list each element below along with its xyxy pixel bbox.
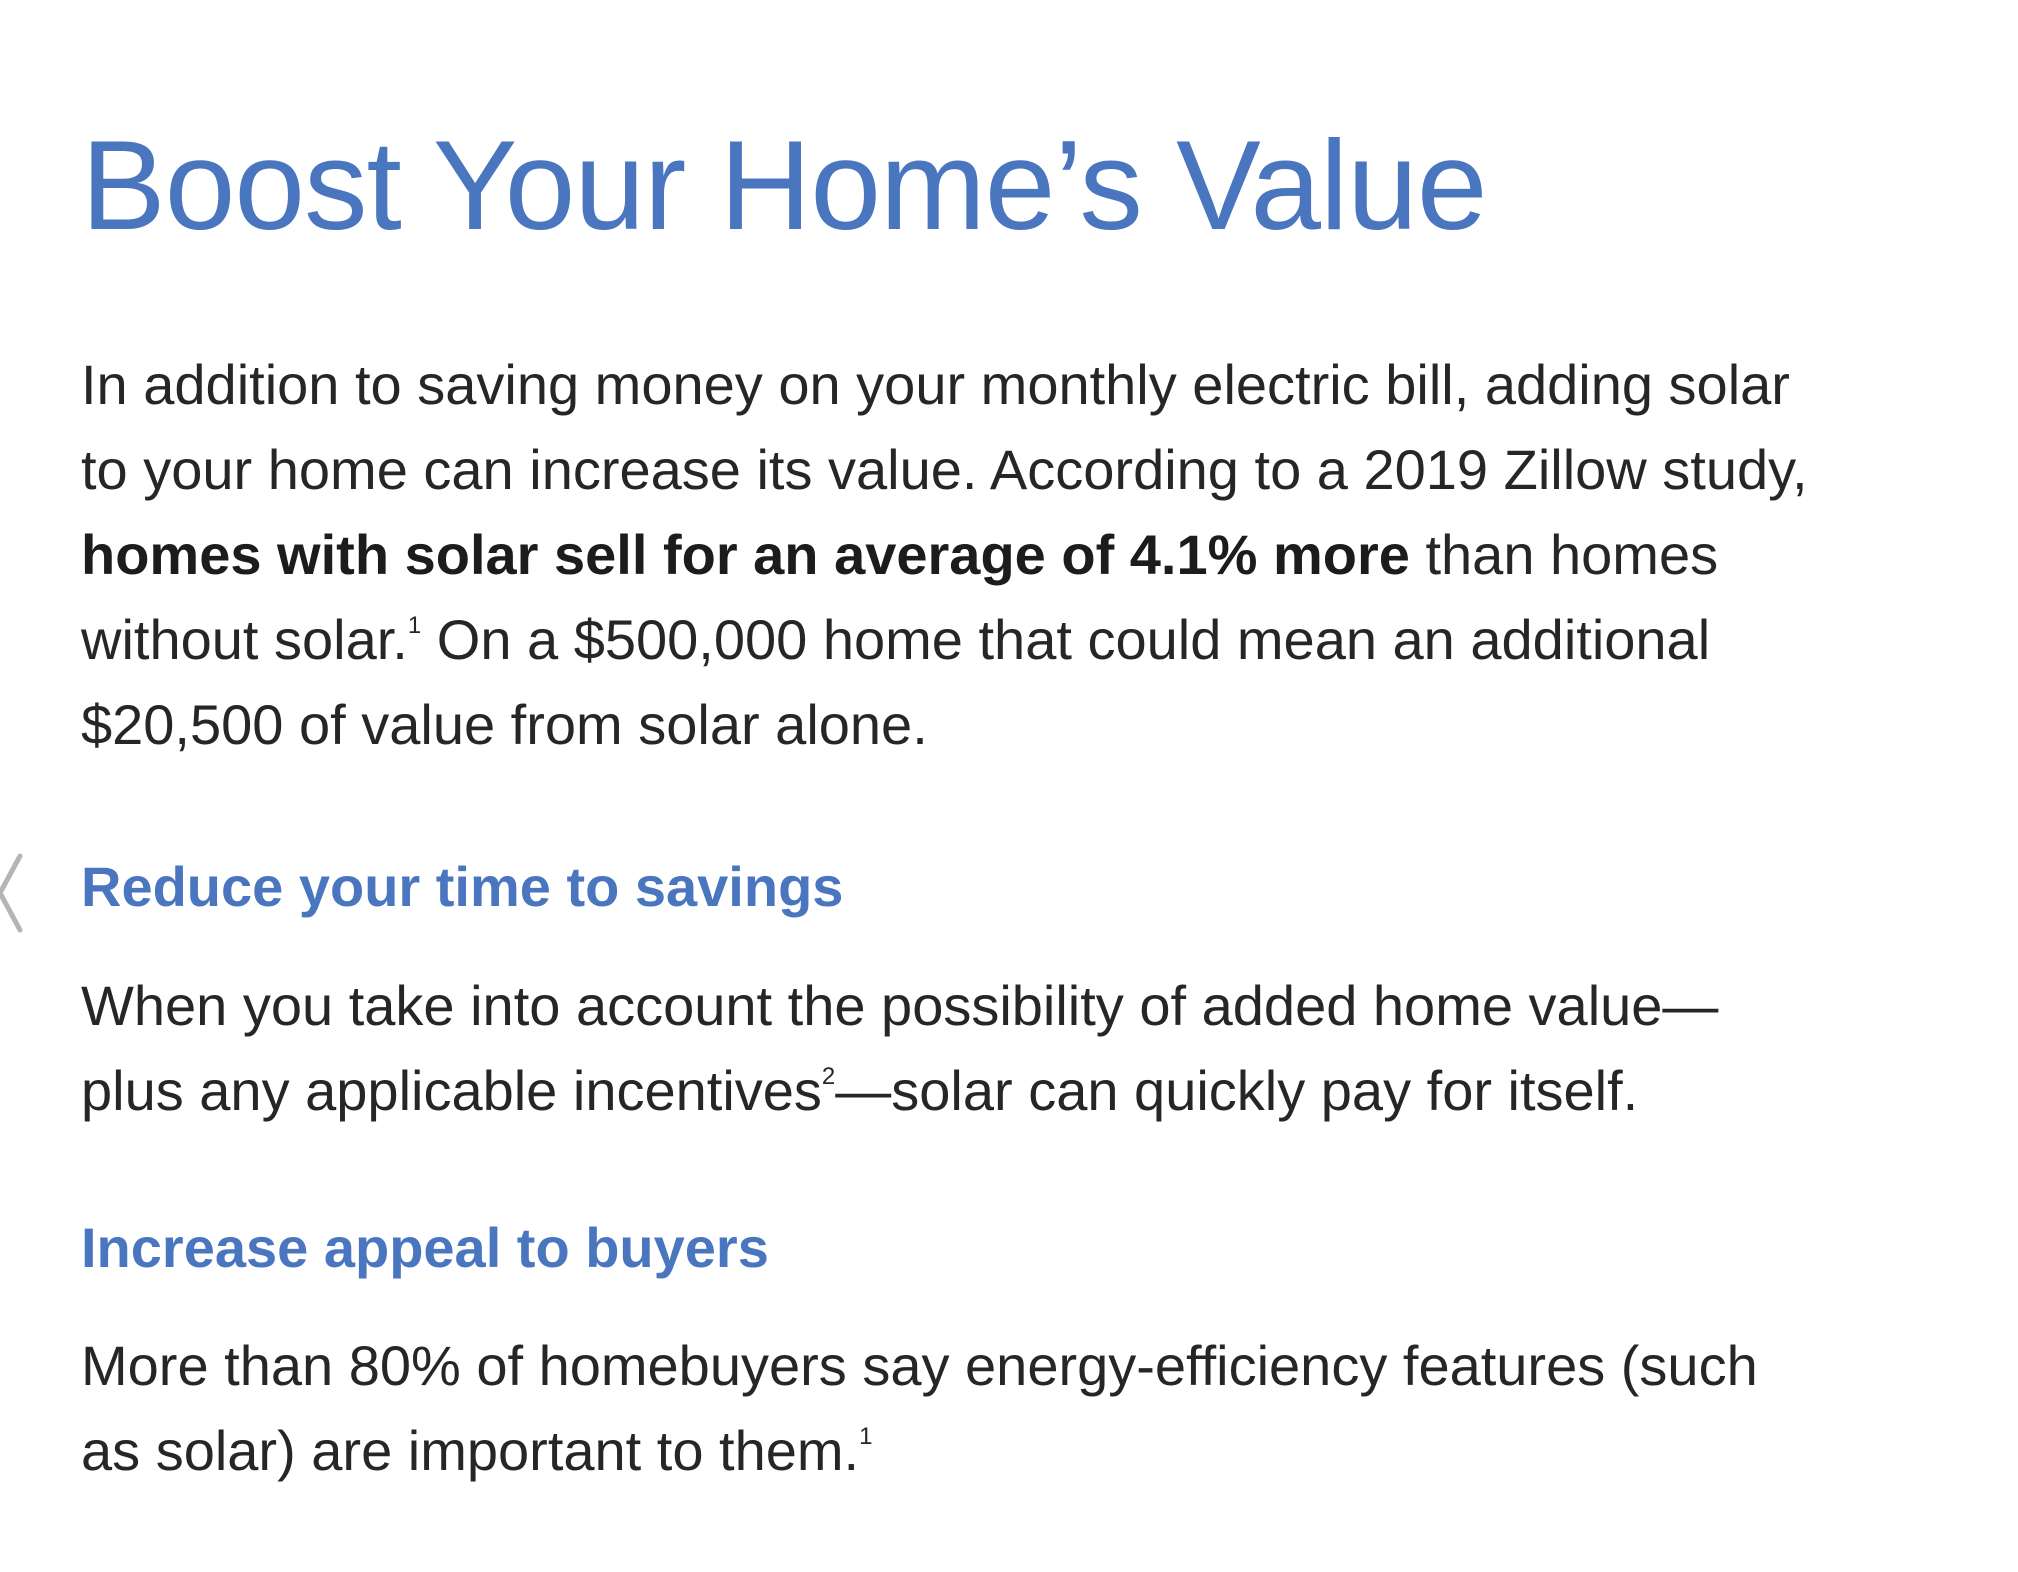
section-heading-buyer-appeal: Increase appeal to buyers — [81, 1216, 769, 1279]
intro-text: In addition to saving money on your mont… — [81, 353, 1808, 501]
chevron-left-icon — [0, 853, 23, 933]
section-heading-reduce-time: Reduce your time to savings — [81, 855, 844, 918]
footnote-marker: 1 — [407, 612, 422, 640]
main-content: Boost Your Home’s Value In addition to s… — [81, 110, 1821, 1482]
page-title: Boost Your Home’s Value — [81, 114, 1488, 256]
section-body-text-end: —solar can quickly pay for itself. — [835, 1059, 1639, 1122]
intro-highlight: homes with solar sell for an average of … — [81, 523, 1410, 586]
footnote-marker: 2 — [821, 1063, 836, 1091]
intro-text-end: On a $500,000 home that could mean an ad… — [81, 608, 1711, 756]
section-body-text: When you take into account the possibili… — [81, 974, 1719, 1122]
footnote-marker: 1 — [859, 1423, 873, 1451]
section-body-buyer-appeal: More than 80% of homebuyers say energy-e… — [81, 1323, 1821, 1493]
previous-arrow-button[interactable] — [0, 852, 26, 934]
intro-paragraph: In addition to saving money on your mont… — [81, 342, 1821, 767]
section-body-reduce-time: When you take into account the possibili… — [81, 963, 1821, 1133]
intro-text-continued: than homes without solar. — [81, 523, 1719, 671]
section-body-text: More than 80% of homebuyers say energy-e… — [81, 1334, 1758, 1482]
